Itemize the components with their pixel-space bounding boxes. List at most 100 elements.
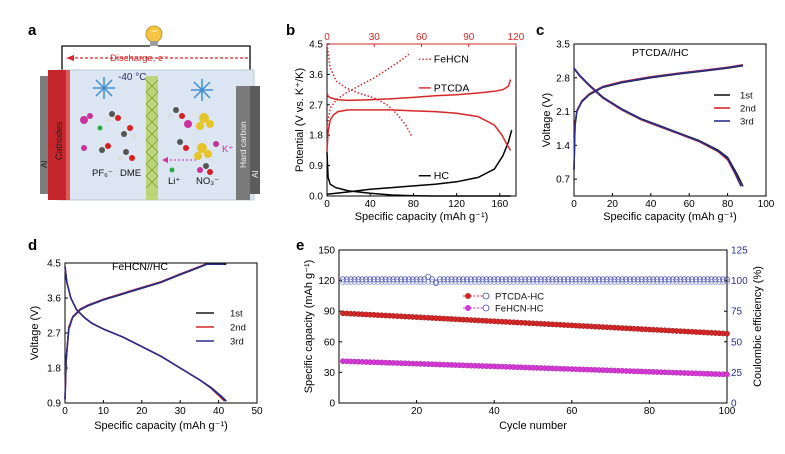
chart-e-y-tick-label: 30	[324, 368, 336, 379]
hard-carbon-electrode	[236, 86, 250, 200]
chart-b-x-tick-label: 80	[408, 199, 420, 210]
al-right-label: Al	[250, 170, 260, 178]
chart-e-right-y-tick-label: 50	[731, 337, 743, 348]
chart-b: 0 40 80 120 160 0 30 60 90 120 0.0 0.9 1.8 2.7 3.6 4.5 S…	[294, 32, 525, 223]
chart-b-annotation-hc: HC	[434, 170, 450, 182]
chart-c-y-tick-label: 1.4	[556, 141, 570, 152]
chart-d-title: FeHCN//HC	[112, 261, 168, 273]
chart-d-y-tick-label: 1.8	[47, 364, 61, 375]
al-current-collector-right	[250, 86, 260, 194]
chart-c-y-tick-label: 2.1	[556, 107, 570, 118]
chart-b-y-tick-label: 1.8	[309, 131, 323, 142]
panel-e: e 20 40 60 80 10003060901201500255075100125P…	[296, 237, 764, 432]
chart-e-frame	[338, 249, 728, 404]
chart-c-y-tick-label: 0.7	[556, 175, 570, 186]
k-ion-label: K⁺	[222, 144, 233, 155]
chart-b-series-ptcda-charge	[326, 79, 512, 102]
chart-b-x-tick-label: 160	[491, 199, 508, 210]
chart-e-xlabel: Cycle number	[499, 420, 567, 432]
chart-b-series-fehcn-discharge	[326, 43, 413, 138]
panel-c: c 0 20 40 60 80 100 0.7 1.4 2.1 2.8 3.5 PTCDA//HC 1s…	[536, 22, 775, 223]
chart-b-top-tick-label: 0	[324, 32, 330, 43]
chart-e-x-tick-label: 20	[411, 406, 423, 417]
chart-d-series-1st	[64, 263, 227, 400]
chart-e-capacity-point-ptcda	[724, 330, 730, 337]
chart-b-top-tick-label: 120	[508, 32, 525, 43]
discharge-label: Discharge, e⁻	[110, 53, 168, 64]
chart-e-legend-label: FeHCN-HC	[495, 304, 544, 315]
panel-d: d 0 10 20 30 40 50 0.9 1.8 2.7 3.6 4.5 FeHCN//HC 1st…	[28, 237, 263, 432]
chart-d-x-tick-label: 20	[136, 406, 148, 417]
chart-c-title: PTCDA//HC	[632, 47, 689, 59]
snowflake-icon	[93, 77, 115, 99]
arrow-head-icon	[66, 55, 74, 61]
chart-e: 20 40 60 80 10003060901201500255075100125PTC…	[303, 246, 764, 433]
chart-e-x-tick-label: 80	[644, 406, 656, 417]
chart-b-top-tick-label: 30	[369, 32, 381, 43]
chart-e-y-tick-label: 150	[318, 246, 335, 257]
pf6-label: PF₆⁻	[92, 168, 113, 179]
chart-c-legend-label: 3rd	[740, 117, 754, 128]
chart-c-xlabel: Specific capacity (mAh g⁻¹)	[603, 211, 737, 223]
chart-c-x-tick-label: 60	[684, 199, 696, 210]
chart-b-series-ptcda	[326, 109, 512, 151]
chart-c-y-tick-label: 2.8	[556, 73, 570, 84]
chart-d-x-tick-label: 50	[251, 406, 263, 417]
chart-e-ylabel: Specific capacity (mAh g⁻¹)	[303, 260, 315, 394]
chart-c-series-1st-discharge	[573, 67, 744, 187]
chart-e-legend-swatch-filled	[465, 293, 471, 299]
chart-e-ce-point-fehcn	[724, 278, 730, 285]
chart-b-top-tick-label: 60	[416, 32, 428, 43]
chart-c-frame	[573, 43, 767, 197]
panel-e-label: e	[296, 237, 304, 254]
panel-c-label: c	[536, 22, 544, 39]
chart-e-right-y-tick-label: 100	[731, 276, 748, 287]
li-ion-label: Li⁺	[168, 176, 180, 187]
chart-b-y-tick-label: 0.9	[309, 161, 323, 172]
chart-b-annotation-feHCN: FeHCN	[434, 54, 469, 66]
chart-b-ylabel: Potential (V vs. K⁺/K)	[294, 68, 306, 172]
chart-b-x-tick-label: 40	[365, 199, 377, 210]
panel-d-label: d	[28, 237, 37, 254]
anode-label: Hard carbon	[238, 121, 248, 168]
cathode-electrode	[48, 70, 70, 200]
chart-c-legend-label: 1st	[740, 91, 753, 102]
chart-d-frame	[64, 262, 258, 404]
al-current-collector-left	[40, 76, 48, 194]
chart-e-legend-swatch-open	[482, 304, 490, 312]
chart-e-capacity-point-fehcn	[724, 371, 730, 378]
chart-b-series-fehcn	[326, 53, 410, 129]
chart-e-right-y-tick-label: 25	[731, 368, 743, 379]
chart-e-legend-label: PTCDA-HC	[495, 292, 544, 303]
chart-d: 0 10 20 30 40 50 0.9 1.8 2.7 3.6 4.5 FeHCN//HC 1st 2n…	[29, 259, 263, 433]
chart-d-y-tick-label: 3.6	[47, 294, 61, 305]
chart-d-legend-label: 2nd	[230, 323, 246, 334]
chart-e-y-tick-label: 120	[318, 276, 335, 287]
chart-b-series-hc-charge	[326, 129, 513, 196]
molecule-cluster-left	[80, 111, 137, 161]
chart-c-ylabel: Voltage (V)	[541, 93, 553, 147]
chart-d-x-tick-label: 40	[213, 406, 225, 417]
chart-b-x-tick-label: 120	[448, 199, 465, 210]
chart-d-x-tick-label: 10	[98, 406, 110, 417]
chart-e-x-tick-label: 100	[719, 406, 736, 417]
snowflake-icon	[191, 79, 213, 101]
chart-c: 0 20 40 60 80 100 0.7 1.4 2.1 2.8 3.5 PTCDA//HC 1st 2…	[541, 40, 775, 224]
chart-d-y-tick-label: 2.7	[47, 329, 61, 340]
chart-e-y-tick-label: 0	[329, 399, 335, 410]
chart-e-ce-point-ptcda	[724, 276, 730, 283]
chart-b-y-tick-label: 4.5	[309, 40, 323, 51]
al-left-label: Al	[39, 160, 49, 168]
chart-e-y2label: Coulombic efficiency (%)	[752, 266, 764, 387]
chart-d-x-tick-label: 0	[62, 406, 68, 417]
chart-c-series-2nd-discharge	[573, 67, 742, 187]
chart-d-xlabel: Specific capacity (mAh g⁻¹)	[94, 420, 228, 432]
chart-b-y-tick-label: 0.0	[309, 192, 323, 203]
chart-e-ce-point-fehcn	[421, 278, 428, 285]
chart-d-ylabel: Voltage (V)	[29, 306, 41, 360]
chart-e-right-y-tick-label: 0	[731, 399, 737, 410]
chart-e-right-y-tick-label: 125	[731, 246, 748, 257]
chart-c-x-tick-label: 20	[607, 199, 619, 210]
cathode-label: Cathodes	[54, 121, 64, 160]
chart-c-series-1st	[573, 64, 744, 170]
